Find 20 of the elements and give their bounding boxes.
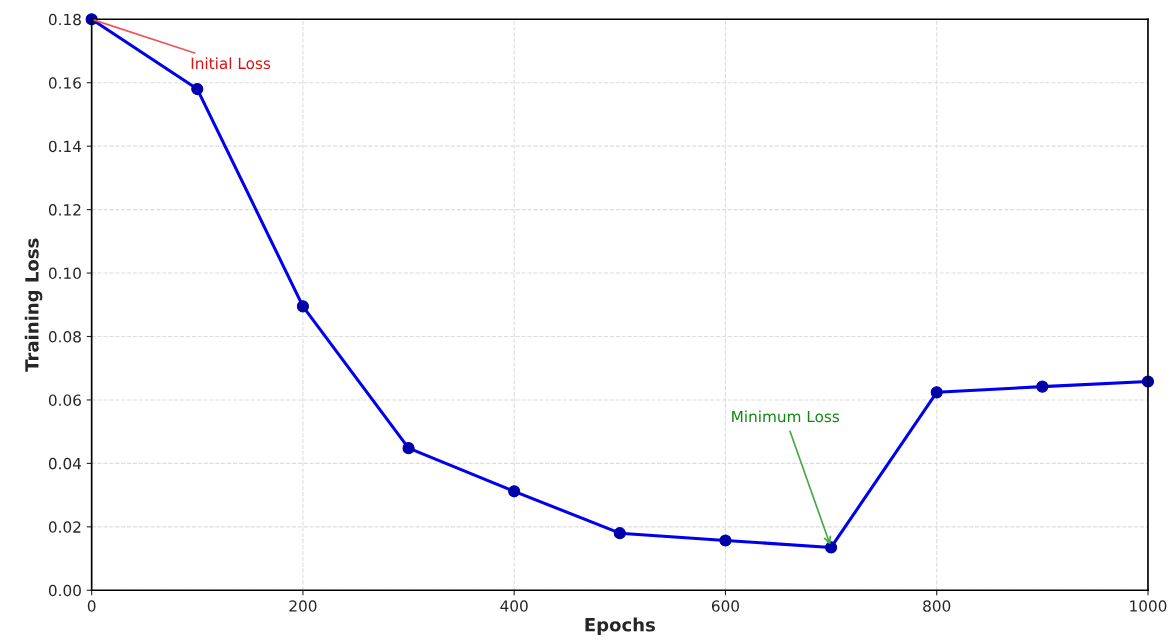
- y-tick-label: 0.02: [48, 521, 81, 533]
- x-tick-label: 400: [500, 600, 528, 612]
- x-tick-label: 600: [711, 600, 740, 612]
- y-axis-title: Training Loss: [24, 238, 43, 372]
- annotation: Minimum Loss: [732, 410, 840, 423]
- y-tick-label: 0.14: [48, 140, 82, 153]
- y-tick-label: 0.10: [48, 267, 81, 280]
- x-tick-label: 1000: [1130, 600, 1167, 612]
- x-tick-label: 800: [923, 600, 951, 612]
- annotation: Initial Loss: [191, 57, 271, 70]
- y-tick-label: 0.06: [48, 394, 81, 406]
- y-tick-label: 0.16: [48, 77, 81, 89]
- y-tick-label: 0.12: [48, 204, 81, 216]
- y-tick-label: 0.08: [48, 330, 81, 343]
- y-tick-label: 0.00: [48, 584, 81, 597]
- x-axis-title: Epochs: [585, 617, 655, 636]
- y-tick-label: 0.04: [48, 457, 82, 470]
- x-tick-label: 0: [87, 600, 96, 612]
- y-tick-label: 0.18: [48, 13, 81, 26]
- x-tick-label: 200: [289, 600, 317, 612]
